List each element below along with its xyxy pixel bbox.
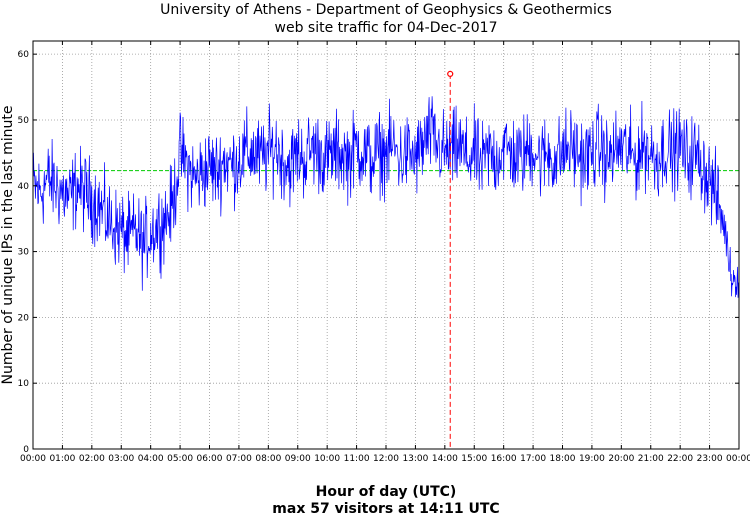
footnote-max: max 57 visitors at 14:11 UTC (272, 501, 499, 515)
x-tick-label: 03:00 (108, 454, 134, 464)
chart-title: University of Athens - Department of Geo… (160, 2, 612, 18)
x-tick-label: 23:00 (697, 454, 723, 464)
x-tick-label: 19:00 (579, 454, 605, 464)
y-axis-label: Number of unique IPs in the last minute (0, 106, 16, 385)
x-tick-label: 12:00 (373, 454, 399, 464)
x-tick-label: 05:00 (167, 454, 193, 464)
x-tick-label: 17:00 (520, 454, 546, 464)
x-tick-label: 16:00 (491, 454, 517, 464)
x-tick-label: 00:00 (726, 454, 750, 464)
x-tick-label: 06:00 (197, 454, 223, 464)
x-tick-label: 18:00 (550, 454, 576, 464)
y-ticks: 0 10 20 30 40 50 60 (18, 50, 739, 455)
y-tick-label: 50 (18, 116, 30, 126)
x-tick-label: 14:00 (432, 454, 458, 464)
traffic-series-line (32, 96, 739, 298)
grid (33, 41, 739, 449)
x-tick-label: 22:00 (667, 454, 693, 464)
max-marker-point (447, 70, 454, 78)
x-tick-label: 01:00 (49, 454, 75, 464)
x-tick-label: 08:00 (255, 454, 281, 464)
x-tick-label: 13:00 (402, 454, 428, 464)
y-tick-label: 20 (18, 313, 30, 323)
y-tick-label: 0 (23, 445, 29, 455)
x-tick-label: 02:00 (79, 454, 105, 464)
x-axis-label: Hour of day (UTC) (316, 484, 457, 500)
series-layer (32, 96, 739, 298)
x-tick-label: 09:00 (285, 454, 311, 464)
x-tick-label: 07:00 (226, 454, 252, 464)
y-tick-label: 10 (18, 379, 30, 389)
y-tick-label: 60 (18, 50, 30, 60)
y-tick-label: 30 (18, 248, 30, 258)
max-marker-layer (447, 70, 454, 449)
x-tick-label: 20:00 (608, 454, 634, 464)
x-tick-label: 10:00 (314, 454, 340, 464)
x-tick-label: 15:00 (461, 454, 487, 464)
x-tick-label: 11:00 (344, 454, 370, 464)
x-ticks: 00:00 01:00 02:00 03:00 04:00 05:00 06:00 07:00… (20, 41, 750, 464)
x-tick-label: 00:00 (20, 454, 46, 464)
x-tick-label: 04:00 (138, 454, 164, 464)
chart-subtitle: web site traffic for 04-Dec-2017 (275, 20, 498, 36)
x-tick-label: 21:00 (638, 454, 664, 464)
y-tick-label: 40 (18, 182, 30, 192)
